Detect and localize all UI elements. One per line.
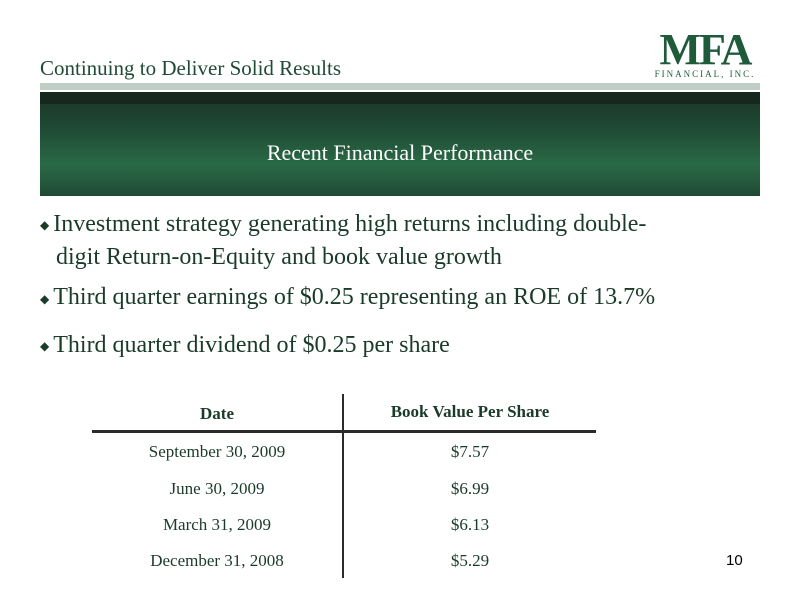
bullet-text: Third quarter earnings of $0.25 represen…	[53, 284, 656, 311]
table-cell-date: December 31, 2008	[150, 551, 284, 570]
bullet-text: Investment strategy generating high retu…	[53, 211, 647, 237]
section-banner: Recent Financial Performance	[40, 92, 760, 196]
diamond-bullet-icon: ◆	[40, 291, 50, 306]
slide-title: Continuing to Deliver Solid Results	[40, 56, 342, 80]
header-rule	[40, 83, 760, 90]
logo-subtitle: FINANCIAL, INC.	[654, 69, 756, 79]
bullet-item: ◆ Third quarter earnings of $0.25 represe…	[40, 281, 760, 314]
book-value-table: Date Book Value Per Share September 30, …	[92, 392, 596, 582]
bullet-text: Third quarter dividend of $0.25 per shar…	[53, 331, 450, 358]
bullet-list: ◆ Investment strategy generating high ret…	[40, 208, 760, 370]
table-header-date: Date	[200, 404, 234, 423]
diamond-bullet-icon: ◆	[40, 218, 50, 233]
table-cell-date: March 31, 2009	[162, 515, 272, 534]
bullet-item: ◆ Third quarter dividend of $0.25 per sha…	[40, 329, 760, 362]
logo-mark: MFA	[659, 25, 753, 74]
company-logo: MFA FINANCIAL, INC.	[650, 25, 760, 80]
banner-title: Recent Financial Performance	[266, 140, 534, 165]
bullet-text-continued: digit Return-on-Equity and book value gr…	[56, 244, 502, 271]
table-cell-book-value: $6.13	[450, 515, 490, 534]
bullet-item: ◆ Investment strategy generating high ret…	[40, 208, 760, 273]
page-number: 10	[726, 552, 743, 569]
banner-top-band	[40, 92, 760, 104]
table-vertical-divider	[342, 394, 344, 578]
table-header-divider	[92, 430, 596, 433]
table-cell-book-value: $7.57	[450, 442, 490, 461]
table-cell-date: September 30, 2009	[148, 442, 286, 461]
table-header-book-value: Book Value Per Share	[390, 402, 550, 421]
table-cell-date: June 30, 2009	[169, 479, 265, 498]
table-cell-book-value: $5.29	[450, 551, 490, 570]
table-cell-book-value: $6.99	[450, 479, 490, 498]
diamond-bullet-icon: ◆	[40, 339, 50, 354]
